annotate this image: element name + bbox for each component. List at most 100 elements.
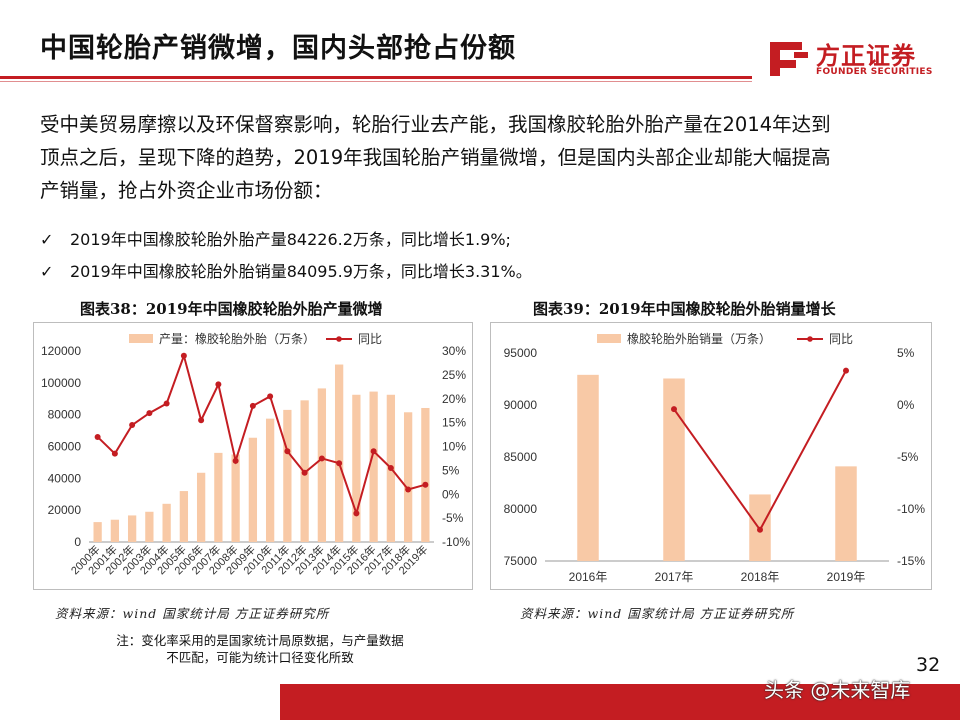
yoy-point xyxy=(301,469,308,476)
bar-2010年 xyxy=(265,418,275,542)
bullet-text: 2019年中国橡胶轮胎外胎销量84095.9万条，同比增长3.31%。 xyxy=(70,262,532,281)
y-tick-label: 85000 xyxy=(504,450,538,464)
y2-tick-label: -10% xyxy=(897,502,925,516)
chart38-svg: 产量：橡胶轮胎外胎（万条） 同比 0 20000 40000 60000 80000 1000… xyxy=(41,331,470,577)
legend-bar-label: 橡胶轮胎外胎销量（万条） xyxy=(627,331,771,346)
y-tick-label: 20000 xyxy=(48,503,82,517)
legend-line-label: 同比 xyxy=(829,332,853,346)
bar-2019年 xyxy=(835,466,857,561)
yoy-point xyxy=(249,402,256,409)
bar-2004年 xyxy=(162,503,171,542)
y2-tick-label: 25% xyxy=(442,368,466,382)
yoy-point xyxy=(163,400,170,407)
logo-text-cn: 方正证券 xyxy=(816,42,916,70)
check-icon: ✓ xyxy=(40,262,54,281)
bar-2000年 xyxy=(93,522,102,542)
x-tick-label: 2017年 xyxy=(655,570,694,584)
chart38-frame: 产量：橡胶轮胎外胎（万条） 同比 0 20000 40000 60000 80000 1000… xyxy=(33,322,473,590)
y2-tick-label: 5% xyxy=(897,346,915,360)
chart-note: 注：变化率采用的是国家统计局原数据，与产量数据 不匹配，可能为统计口径变化所致 xyxy=(80,632,440,666)
note-line: 注：变化率采用的是国家统计局原数据，与产量数据 xyxy=(116,633,404,648)
chart38-source: 资料来源：wind 国家统计局 方正证券研究所 xyxy=(55,606,330,621)
legend-line-marker xyxy=(336,336,342,342)
yoy-point xyxy=(215,381,222,388)
y-tick-label: 100000 xyxy=(41,376,81,390)
y2-tick-label: 30% xyxy=(442,344,466,358)
bar-2013年 xyxy=(317,388,327,542)
y-tick-label: 40000 xyxy=(48,471,82,485)
title-rule xyxy=(0,76,752,79)
legend-bar-swatch xyxy=(129,334,153,343)
y-tick-label: 75000 xyxy=(504,554,538,568)
yoy-point xyxy=(336,460,343,467)
yoy-point xyxy=(198,417,205,424)
y2-tick-label: -15% xyxy=(897,554,925,568)
bar-2006年 xyxy=(196,472,206,542)
x-tick-label: 2016年 xyxy=(569,570,608,584)
chart39-svg: 橡胶轮胎外胎销量（万条） 同比 75000 80000 85000 90000 95000 -… xyxy=(504,331,926,584)
legend-line-label: 同比 xyxy=(358,332,382,346)
intro-line: 顶点之后，呈现下降的趋势，2019年我国轮胎产销量微增，但是国内头部企业却能大幅… xyxy=(40,146,831,169)
yoy-point xyxy=(111,450,118,457)
bar-2017年 xyxy=(663,378,685,561)
bar-2018年 xyxy=(403,412,413,542)
bar-2016年 xyxy=(369,391,378,542)
yoy-point xyxy=(757,526,763,533)
title-rule-thin xyxy=(0,81,752,82)
yoy-point xyxy=(405,486,412,493)
bar-2016年 xyxy=(577,374,599,561)
yoy-line xyxy=(96,352,426,517)
y2-tick-label: -5% xyxy=(442,511,464,525)
intro-paragraph: 受中美贸易摩擦以及环保督察影响，轮胎行业去产能，我国橡胶轮胎外胎产量在2014年… xyxy=(40,108,920,207)
bullet-text: 2019年中国橡胶轮胎外胎产量84226.2万条，同比增长1.9%; xyxy=(70,230,511,249)
y-tick-label: 0 xyxy=(74,535,81,549)
bar-2009年 xyxy=(248,437,258,542)
bar-2003年 xyxy=(145,511,154,542)
y-tick-label: 80000 xyxy=(504,502,538,516)
y2-tick-label: 0% xyxy=(897,398,915,412)
bar-2007年 xyxy=(214,452,223,542)
check-icon: ✓ xyxy=(40,230,54,249)
x-tick-label: 2019年 xyxy=(827,570,866,584)
y-tick-label: 80000 xyxy=(48,408,82,422)
bar-2001年 xyxy=(110,519,120,542)
yoy-point xyxy=(422,481,429,488)
chart39-title: 图表39：2019年中国橡胶轮胎外胎销量增长 xyxy=(533,300,836,318)
chart39-source: 资料来源：wind 国家统计局 方正证券研究所 xyxy=(520,606,795,621)
y-tick-label: 90000 xyxy=(504,398,538,412)
yoy-point xyxy=(387,464,394,471)
bullet-production: ✓ 2019年中国橡胶轮胎外胎产量84226.2万条，同比增长1.9%; xyxy=(40,226,511,250)
legend-line-marker xyxy=(807,336,813,342)
chart38-title: 图表38：2019年中国橡胶轮胎外胎产量微增 xyxy=(80,300,383,318)
yoy-point xyxy=(94,433,101,440)
yoy-point xyxy=(843,367,849,374)
y2-tick-label: 15% xyxy=(442,416,466,430)
intro-line: 产销量，抢占外资企业市场份额： xyxy=(40,179,333,202)
legend-bar-swatch xyxy=(597,334,621,343)
watermark: 头条 @未来智库 xyxy=(764,678,911,702)
y2-tick-label: 10% xyxy=(442,440,466,454)
yoy-point xyxy=(129,422,136,429)
yoy-point xyxy=(146,410,153,417)
yoy-point xyxy=(318,455,325,462)
x-tick-label: 2018年 xyxy=(741,570,780,584)
legend-bar-label: 产量：橡胶轮胎外胎（万条） xyxy=(159,331,315,346)
bar-2019年 xyxy=(421,407,430,542)
y-tick-label: 95000 xyxy=(504,346,538,360)
logo-text-en: FOUNDER SECURITIES xyxy=(816,67,933,77)
page-number: 32 xyxy=(916,654,941,676)
bar-2014年 xyxy=(334,364,344,542)
y2-tick-label: 5% xyxy=(442,463,460,477)
bullet-sales: ✓ 2019年中国橡胶轮胎外胎销量84095.9万条，同比增长3.31%。 xyxy=(40,258,532,282)
yoy-point xyxy=(284,448,291,455)
chart39-frame: 橡胶轮胎外胎销量（万条） 同比 75000 80000 85000 90000 95000 -… xyxy=(490,322,932,590)
y-tick-label: 120000 xyxy=(41,344,81,358)
bar-2015年 xyxy=(352,394,361,542)
page-title: 中国轮胎产销微增，国内头部抢占份额 xyxy=(40,33,516,64)
y-tick-label: 60000 xyxy=(48,440,82,454)
bar-2011年 xyxy=(283,409,292,542)
intro-line: 受中美贸易摩擦以及环保督察影响，轮胎行业去产能，我国橡胶轮胎外胎产量在2014年… xyxy=(40,113,831,136)
yoy-point xyxy=(232,457,239,464)
company-logo: 方正证券 FOUNDER SECURITIES xyxy=(768,36,938,82)
y2-tick-label: 20% xyxy=(442,392,466,406)
